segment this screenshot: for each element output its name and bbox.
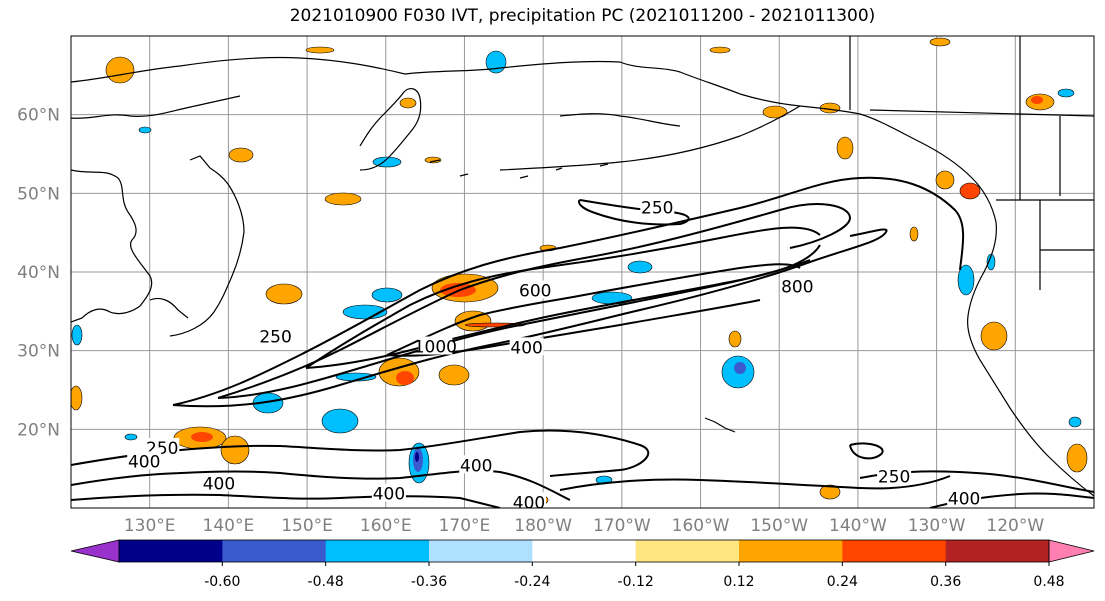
contour-label-bg bbox=[201, 473, 236, 492]
latitude-labels: 60°N 50°N 40°N 30°N 20°N bbox=[17, 106, 60, 441]
colorbar-tick-label: 0.48 bbox=[1033, 574, 1064, 590]
colorbar-tick-label: -0.24 bbox=[514, 574, 550, 590]
contour-label-bg bbox=[418, 336, 453, 355]
longitude-label: 140°E bbox=[203, 516, 255, 536]
contour-label-bg bbox=[371, 483, 406, 502]
colorbar-outline bbox=[118, 539, 1050, 563]
contour-label: 250 bbox=[878, 467, 910, 487]
colorbar-tick-label: -0.48 bbox=[308, 574, 344, 590]
contour-label-bg bbox=[640, 197, 675, 216]
longitude-label: 140°W bbox=[829, 516, 887, 536]
contour-label: 600 bbox=[519, 282, 551, 302]
contour-label-bg bbox=[518, 280, 553, 299]
coastlines bbox=[71, 36, 1094, 497]
latitude-label: 20°N bbox=[17, 420, 60, 440]
colorbar-tick-label: -0.36 bbox=[411, 574, 447, 590]
longitude-label: 150°W bbox=[750, 516, 808, 536]
contour-label-bg bbox=[459, 455, 494, 474]
map-title: 2021010900 F030 IVT, precipitation PC (2… bbox=[289, 6, 876, 26]
colorbar-segment bbox=[119, 540, 223, 562]
contour-label-bg bbox=[258, 326, 293, 345]
contour-label: 250 bbox=[641, 198, 673, 218]
contour-label-bg bbox=[877, 466, 912, 485]
latitude-label: 40°N bbox=[17, 263, 60, 283]
map-frame bbox=[70, 35, 1095, 509]
contour-label: 400 bbox=[513, 493, 545, 513]
longitude-label: 170°W bbox=[593, 516, 651, 536]
contour-label: 400 bbox=[460, 456, 492, 476]
precip-anomaly-negative bbox=[71, 50, 1082, 485]
colorbar-tick-label: 0.12 bbox=[723, 574, 754, 590]
longitude-label: 180°W bbox=[514, 516, 572, 536]
colorbar-segment bbox=[429, 540, 533, 562]
colorbar-tick-label: 0.36 bbox=[930, 574, 961, 590]
contour-label: 400 bbox=[203, 474, 235, 494]
contour-label: 400 bbox=[510, 338, 542, 358]
colorbar-tick-label: 0.24 bbox=[827, 574, 858, 590]
contour-label: 1000 bbox=[414, 338, 457, 358]
longitude-label: 160°E bbox=[360, 516, 412, 536]
longitude-label: 130°E bbox=[124, 516, 176, 536]
colorbar-extend-min bbox=[70, 539, 120, 563]
contour-label-bg bbox=[511, 492, 546, 508]
contour-label: 800 bbox=[781, 278, 813, 298]
longitude-label: 120°W bbox=[986, 516, 1044, 536]
graticule bbox=[71, 36, 1094, 508]
contour-label: 400 bbox=[128, 452, 160, 472]
colorbar-segment bbox=[325, 540, 430, 562]
colorbar-tick-label: -0.60 bbox=[204, 574, 240, 590]
contour-label-bg bbox=[947, 488, 982, 507]
colorbar: -0.60 -0.48 -0.36 -0.24 -0.12 0.12 0.24 0.36 0.4… bbox=[70, 539, 1095, 590]
contour-label: 250 bbox=[259, 327, 291, 347]
colorbar-segment bbox=[532, 540, 637, 562]
contour-label: 400 bbox=[948, 489, 980, 509]
longitude-label: 170°E bbox=[439, 516, 491, 536]
colorbar-tick-label: -0.12 bbox=[618, 574, 654, 590]
colorbar-segment bbox=[739, 540, 843, 562]
colorbar-segment bbox=[222, 540, 327, 562]
colorbar-segment bbox=[945, 540, 1050, 562]
latitude-label: 30°N bbox=[17, 342, 60, 362]
longitude-labels: 130°E 140°E 150°E 160°E 170°E 180°W 170°W 160°W… bbox=[124, 516, 1045, 536]
longitude-label: 130°W bbox=[908, 516, 966, 536]
latitude-label: 50°N bbox=[17, 184, 60, 204]
longitude-label: 150°E bbox=[281, 516, 333, 536]
colorbar-segment bbox=[635, 540, 740, 562]
colorbar-segment bbox=[842, 540, 947, 562]
contour-label-bg bbox=[127, 451, 162, 470]
contour-label-bg bbox=[780, 276, 815, 295]
contour-label: 400 bbox=[373, 485, 405, 505]
contour-label-bg bbox=[509, 337, 544, 356]
colorbar-extend-max bbox=[1048, 539, 1095, 563]
longitude-label: 160°W bbox=[672, 516, 730, 536]
latitude-label: 60°N bbox=[17, 106, 60, 126]
